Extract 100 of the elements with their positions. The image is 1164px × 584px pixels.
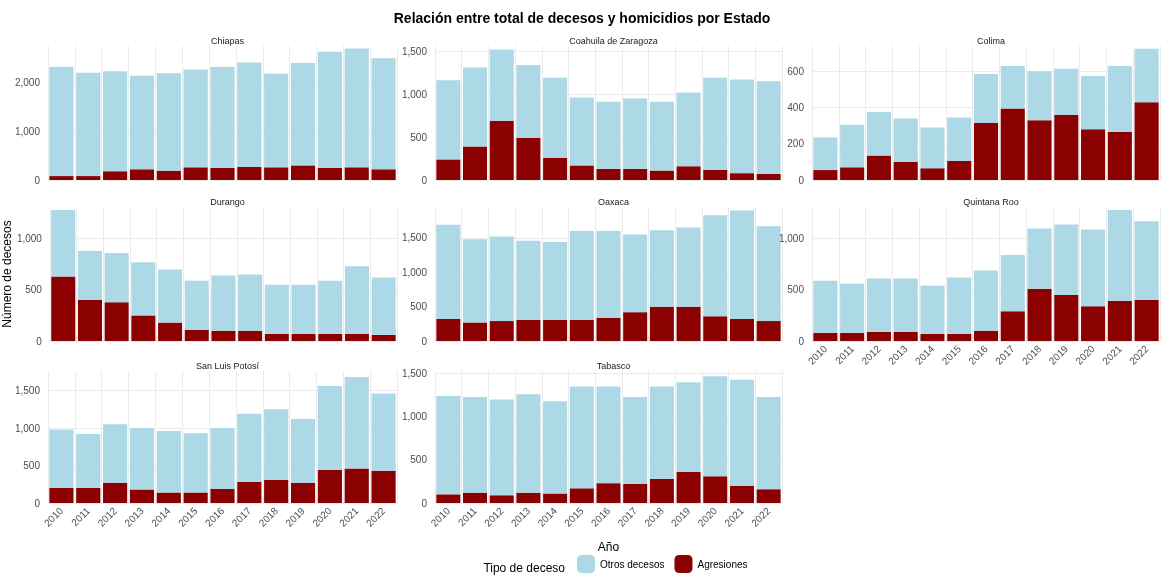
bar xyxy=(211,275,236,331)
bar xyxy=(596,386,621,484)
bar xyxy=(436,494,461,503)
bar xyxy=(238,274,263,331)
bar xyxy=(703,376,728,477)
y-tick-label: 1,000 xyxy=(14,125,41,137)
y-tick-label: 0 xyxy=(798,174,805,186)
bar xyxy=(290,419,316,483)
bar xyxy=(893,278,918,332)
bar xyxy=(676,166,701,180)
bar xyxy=(156,431,181,493)
bar xyxy=(676,382,701,472)
y-tick-label: 500 xyxy=(23,460,41,471)
x-axis-title: Año xyxy=(597,540,620,554)
bar xyxy=(344,167,369,180)
bar xyxy=(649,386,674,479)
bar xyxy=(840,167,865,180)
bar xyxy=(623,396,648,485)
bar xyxy=(49,488,74,503)
y-tick-label: 0 xyxy=(421,335,428,347)
bar xyxy=(840,332,865,341)
bar xyxy=(371,169,396,180)
bar xyxy=(51,210,76,277)
bar xyxy=(1000,311,1025,341)
bar xyxy=(569,386,594,489)
bar xyxy=(158,322,183,341)
y-tick-label: 1,500 xyxy=(401,368,428,380)
bar xyxy=(516,394,541,493)
bar xyxy=(1054,68,1079,115)
y-tick-label: 500 xyxy=(787,284,805,296)
bar xyxy=(729,79,754,174)
bar xyxy=(676,306,701,341)
bar xyxy=(676,92,701,167)
bar xyxy=(463,492,488,503)
bar xyxy=(129,428,155,490)
y-tick-label: 600 xyxy=(787,65,805,77)
bar xyxy=(463,396,488,493)
bar xyxy=(1107,301,1132,341)
bar xyxy=(543,157,568,180)
bar xyxy=(649,170,674,180)
bar xyxy=(920,333,945,341)
y-tick-label: 1,000 xyxy=(778,233,805,245)
bar xyxy=(703,316,728,341)
bar xyxy=(344,377,369,469)
bar xyxy=(920,127,945,169)
bar xyxy=(596,101,621,169)
bar xyxy=(237,482,262,503)
bar xyxy=(729,173,754,180)
bar xyxy=(1081,75,1106,130)
bar xyxy=(49,429,74,488)
bar xyxy=(516,240,541,320)
bar xyxy=(569,319,594,341)
legend-label: Otros decesos xyxy=(600,558,665,570)
bar xyxy=(893,118,918,162)
bar xyxy=(129,169,155,180)
bar xyxy=(129,489,155,503)
bar xyxy=(436,159,461,180)
bar xyxy=(291,333,316,341)
bar xyxy=(596,317,621,341)
bar xyxy=(840,124,865,168)
bar xyxy=(947,160,972,180)
bar xyxy=(104,302,129,341)
y-tick-label: 0 xyxy=(421,174,428,186)
bar xyxy=(947,277,972,334)
bar xyxy=(291,284,316,334)
bar xyxy=(436,319,461,341)
bar xyxy=(1107,65,1132,133)
bar xyxy=(318,280,343,334)
bar xyxy=(1134,102,1159,180)
y-tick-label: 0 xyxy=(421,497,428,509)
bar xyxy=(317,470,342,503)
bar xyxy=(543,319,568,341)
bar xyxy=(77,300,102,341)
bar xyxy=(813,170,838,180)
bar xyxy=(703,77,728,170)
bar xyxy=(344,266,369,334)
bar xyxy=(264,284,289,334)
bar xyxy=(703,476,728,503)
bar xyxy=(264,409,289,480)
bar xyxy=(893,331,918,341)
bar xyxy=(649,478,674,503)
bar xyxy=(210,428,235,489)
y-tick-label: 500 xyxy=(410,301,428,313)
bar xyxy=(543,401,568,494)
bar xyxy=(623,98,648,169)
chart-subtitle: Coahuila de Zaragoza xyxy=(569,35,658,46)
bar xyxy=(371,334,396,341)
bar xyxy=(103,424,128,483)
bar xyxy=(183,69,208,168)
bar xyxy=(131,315,156,341)
bar xyxy=(840,283,865,333)
y-tick-label: 1,500 xyxy=(14,385,41,396)
bar xyxy=(596,168,621,180)
bar xyxy=(729,319,754,341)
bar xyxy=(51,276,76,341)
bar xyxy=(649,230,674,307)
bar xyxy=(237,62,262,167)
bar xyxy=(569,165,594,180)
bar xyxy=(103,71,128,172)
chart-subtitle: Quintana Roo xyxy=(963,196,1019,207)
